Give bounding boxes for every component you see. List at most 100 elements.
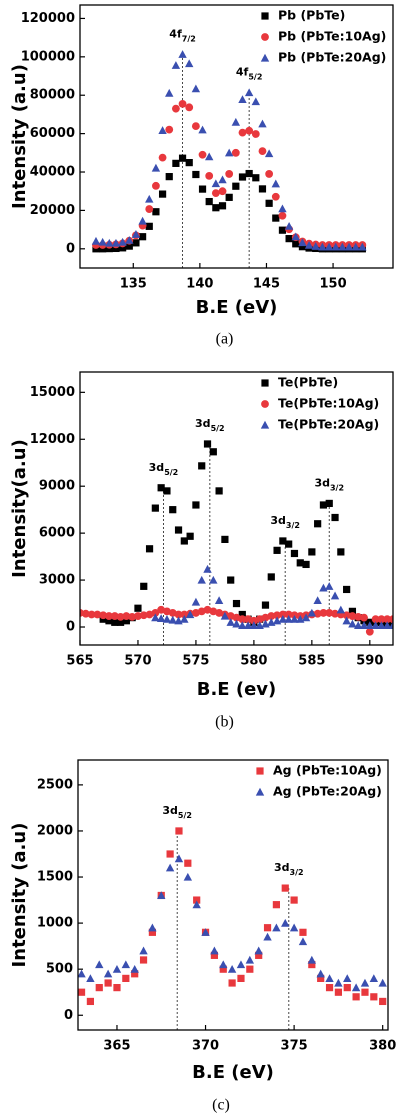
data-point <box>192 170 200 179</box>
plot-markers <box>78 827 387 1006</box>
data-point <box>249 621 259 630</box>
data-point <box>180 610 189 619</box>
x-tick-label: 590 <box>356 654 383 669</box>
legend-label: Te(PbTe:20Ag) <box>278 417 379 432</box>
peak-label-sub: 3/2 <box>330 483 344 492</box>
data-point <box>238 621 247 630</box>
data-point <box>105 238 114 247</box>
data-point <box>238 173 247 181</box>
peak-label-sub: 5/2 <box>248 72 262 81</box>
data-point <box>265 170 274 178</box>
data-point <box>125 242 133 250</box>
data-point <box>86 974 95 982</box>
data-point <box>238 95 247 104</box>
data-point <box>174 526 183 534</box>
peak-label: 4f7/2 <box>169 27 196 43</box>
data-point <box>342 616 351 625</box>
data-point <box>86 997 94 1006</box>
y-tick-label: 100000 <box>21 49 75 64</box>
data-point <box>151 163 161 172</box>
data-point <box>174 610 183 619</box>
data-point <box>325 974 334 982</box>
x-tick-label: 145 <box>253 277 280 292</box>
data-point <box>166 850 174 858</box>
peak-label-main: 3d <box>314 476 330 489</box>
legend-marker <box>256 767 264 775</box>
data-point <box>87 610 96 619</box>
data-point <box>104 979 112 987</box>
data-point <box>246 965 254 973</box>
data-point <box>201 928 210 936</box>
peak-label-sub: 3/2 <box>286 520 300 529</box>
data-point <box>308 548 316 556</box>
data-point <box>311 242 320 250</box>
x-tick-label: 140 <box>186 277 213 292</box>
data-point <box>271 179 280 188</box>
data-point <box>307 955 317 964</box>
data-point <box>264 149 274 158</box>
data-point <box>212 204 220 212</box>
y-tick-label: 0 <box>66 241 75 256</box>
data-point <box>245 126 254 135</box>
y-tick-label: 9000 <box>39 479 75 494</box>
data-point <box>192 501 200 509</box>
legend-label: Pb (PbTe:20Ag) <box>278 50 386 65</box>
data-point <box>211 189 220 198</box>
data-point <box>185 159 193 167</box>
data-point <box>111 618 119 626</box>
data-point <box>298 243 307 251</box>
data-point <box>151 504 159 512</box>
y-tick-label: 0 <box>66 620 75 635</box>
data-point <box>284 221 294 230</box>
x-tick-label: 365 <box>103 1039 130 1054</box>
y-tick-label: 120000 <box>21 11 75 26</box>
peak-label: 3d5/2 <box>149 461 179 477</box>
data-point <box>218 187 227 196</box>
x-tick-label: 370 <box>192 1039 219 1054</box>
y-tick-label: 40000 <box>30 165 75 180</box>
data-point <box>209 575 218 584</box>
data-point <box>378 978 387 987</box>
data-point <box>252 174 260 182</box>
data-point <box>302 560 310 569</box>
peak-label-sub: 5/2 <box>178 810 192 819</box>
data-point <box>227 964 237 973</box>
x-axis-label: B.E (ev) <box>197 679 277 700</box>
data-point <box>227 576 235 584</box>
data-point <box>360 613 368 622</box>
data-point <box>219 960 228 969</box>
data-point <box>317 974 325 982</box>
data-point <box>244 88 254 97</box>
data-point <box>210 946 219 955</box>
data-point <box>172 159 180 167</box>
data-point <box>158 190 167 198</box>
data-point <box>148 923 157 932</box>
data-point <box>289 923 299 932</box>
data-point <box>210 951 218 959</box>
data-point <box>307 608 317 617</box>
legend-label: Pb (PbTe) <box>278 8 345 23</box>
data-point <box>334 988 342 996</box>
data-point <box>348 607 357 615</box>
data-point <box>145 545 154 553</box>
data-point <box>271 192 280 201</box>
data-point <box>245 955 255 964</box>
data-point <box>99 611 108 620</box>
x-tick-label: 570 <box>124 654 151 669</box>
peak-label-main: 3d <box>274 861 290 874</box>
data-point <box>365 621 375 630</box>
data-point <box>331 609 339 618</box>
data-point <box>178 99 187 108</box>
data-point <box>338 242 347 251</box>
data-point <box>95 960 104 969</box>
data-point <box>383 621 392 630</box>
data-point <box>165 173 173 181</box>
data-point <box>158 153 167 162</box>
data-point <box>238 615 247 624</box>
data-point <box>348 612 357 620</box>
data-point <box>251 97 261 106</box>
legend-marker <box>260 420 270 429</box>
data-point <box>152 181 160 190</box>
